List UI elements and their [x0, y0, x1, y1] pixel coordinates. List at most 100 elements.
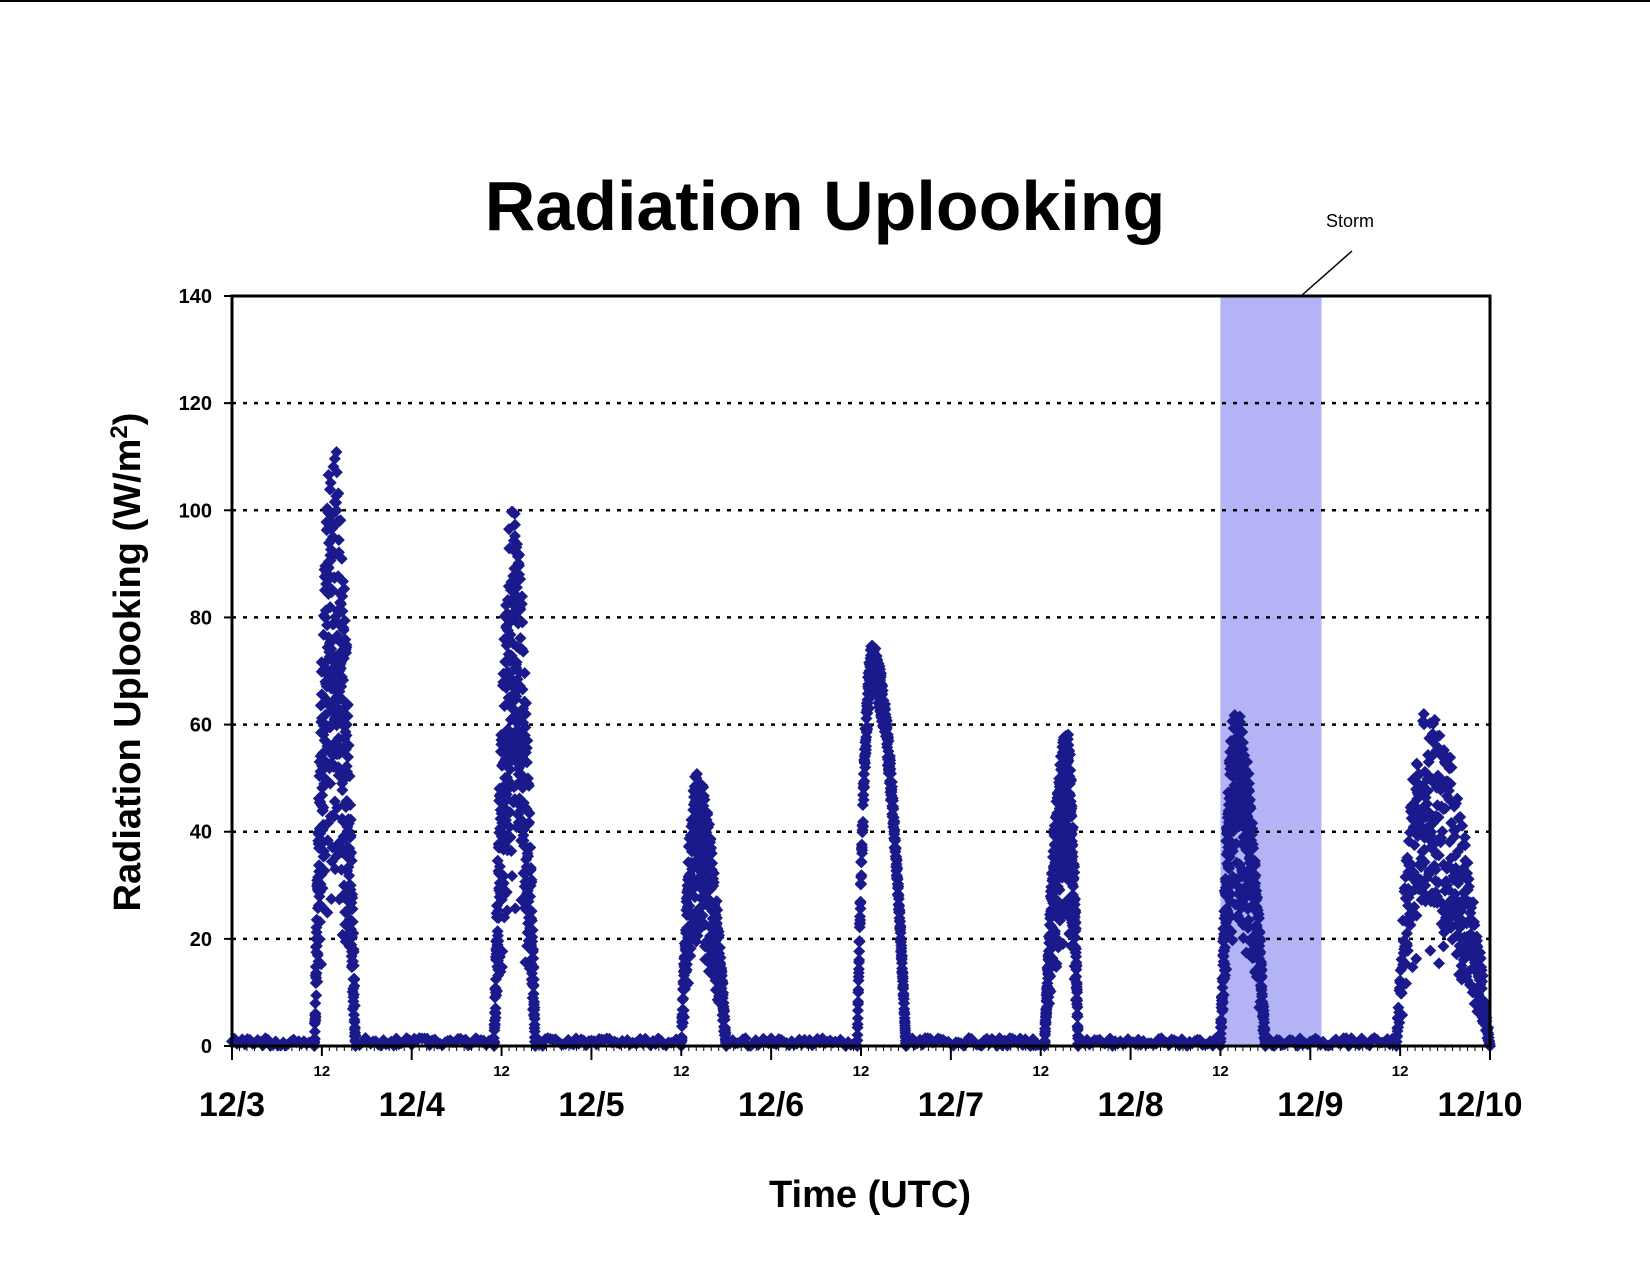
data-point — [1039, 1025, 1052, 1038]
data-point — [1043, 997, 1056, 1010]
data-point — [348, 973, 361, 986]
y-tick-label: 0 — [201, 1036, 212, 1058]
data-point — [524, 841, 537, 854]
data-point — [1420, 797, 1433, 810]
data-point — [1432, 849, 1445, 862]
data-point — [1053, 914, 1066, 927]
data-point — [853, 954, 866, 967]
data-point — [1247, 842, 1260, 855]
data-point — [1071, 1010, 1084, 1023]
data-point — [1224, 888, 1237, 901]
data-point — [527, 961, 540, 974]
data-point — [1411, 758, 1424, 771]
x-midday-label: 12 — [1032, 1063, 1049, 1080]
data-point — [1408, 839, 1421, 852]
data-point — [698, 793, 711, 806]
data-point — [1220, 963, 1233, 976]
data-point — [341, 751, 354, 764]
data-point — [711, 903, 724, 916]
data-point — [324, 476, 337, 489]
data-point — [513, 548, 526, 561]
data-point — [321, 906, 334, 919]
data-point — [710, 912, 723, 925]
data-point — [889, 834, 902, 847]
data-point — [336, 575, 349, 588]
data-point — [857, 815, 870, 828]
data-point — [1251, 891, 1264, 904]
data-point — [1479, 999, 1492, 1012]
data-point — [512, 559, 525, 572]
data-point — [347, 959, 360, 972]
data-point — [1444, 777, 1457, 790]
data-point — [891, 862, 904, 875]
data-point — [1408, 900, 1421, 913]
data-point — [348, 979, 361, 992]
data-point — [336, 784, 349, 797]
data-point — [319, 849, 332, 862]
data-point — [332, 534, 345, 547]
data-point — [1069, 922, 1082, 935]
data-point — [527, 943, 540, 956]
data-point — [313, 933, 326, 946]
data-point — [347, 988, 360, 1001]
data-point — [330, 504, 343, 517]
data-point — [338, 614, 351, 627]
data-point — [1445, 761, 1458, 774]
data-point — [860, 740, 873, 753]
data-point — [1256, 988, 1269, 1001]
data-point — [1225, 925, 1238, 938]
data-point — [510, 690, 523, 703]
data-point — [497, 870, 510, 883]
data-point — [1432, 811, 1445, 824]
data-point — [491, 984, 504, 997]
data-point — [496, 945, 509, 958]
data-point — [855, 869, 868, 882]
data-point — [1234, 716, 1247, 729]
data-point — [323, 483, 336, 496]
data-point — [1068, 866, 1081, 879]
data-point — [330, 496, 343, 509]
data-point — [347, 926, 360, 939]
data-point — [1417, 708, 1430, 721]
data-point — [887, 802, 900, 815]
data-point — [1217, 988, 1230, 1001]
y-tick-label: 120 — [179, 393, 212, 415]
y-axis-ticks: 0 20 40 60 80 100 120 140 — [179, 286, 232, 1058]
data-point — [1401, 944, 1414, 957]
data-point — [1255, 963, 1268, 976]
data-point — [857, 793, 870, 806]
data-point — [696, 909, 709, 922]
y-axis-label-main: Radiation Uplooking (W/m — [107, 439, 149, 912]
data-point — [489, 1002, 502, 1015]
data-point — [1253, 925, 1266, 938]
data-point — [340, 729, 353, 742]
data-point — [713, 941, 726, 954]
data-point — [1406, 961, 1419, 974]
data-point — [1439, 802, 1452, 815]
data-point — [1399, 977, 1412, 990]
data-point — [309, 997, 322, 1010]
data-point — [344, 798, 357, 811]
data-point — [852, 963, 865, 976]
data-point — [1246, 822, 1259, 835]
data-point — [344, 813, 357, 826]
y-tick-label: 20 — [190, 929, 212, 951]
data-point — [851, 1029, 864, 1042]
data-point — [509, 518, 522, 531]
data-point — [1226, 934, 1239, 947]
data-point — [1436, 825, 1449, 838]
data-point — [707, 876, 720, 889]
x-midday-label: 12 — [1392, 1063, 1409, 1080]
data-point — [514, 632, 527, 645]
data-point — [683, 900, 696, 913]
data-point — [892, 880, 905, 893]
data-point — [324, 777, 337, 790]
x-tick-label: 12/4 — [379, 1086, 445, 1124]
data-point — [716, 977, 729, 990]
y-tick-label: 60 — [190, 715, 212, 737]
data-point — [714, 951, 727, 964]
data-point — [701, 808, 714, 821]
data-point — [344, 879, 357, 892]
data-point — [1215, 1021, 1228, 1034]
y-axis-label-superscript: 2 — [106, 425, 133, 438]
